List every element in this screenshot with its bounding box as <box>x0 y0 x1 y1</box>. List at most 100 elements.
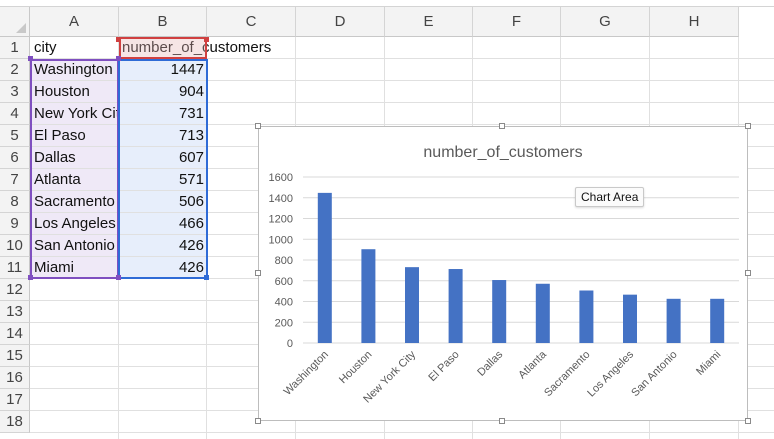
y-tick-label: 1600 <box>269 172 293 184</box>
bar-chart: number_of_customers 0 200 400 600 800 1000 1200… <box>269 144 739 406</box>
chart-resize-handle[interactable] <box>499 123 505 129</box>
bar <box>405 267 419 343</box>
row-header-4[interactable]: 4 <box>0 103 30 125</box>
chart-resize-handle[interactable] <box>255 270 261 276</box>
row-header-9[interactable]: 9 <box>0 213 30 235</box>
select-all-corner[interactable] <box>0 7 30 37</box>
column-header-d[interactable]: D <box>296 7 385 37</box>
range-border-b <box>118 59 208 279</box>
cell-b5[interactable]: 713 <box>178 127 204 144</box>
cell-a9[interactable]: Los Angeles <box>34 215 116 232</box>
x-tick-label: Dallas <box>475 348 505 378</box>
y-tick-label: 1200 <box>269 214 293 226</box>
chart-area[interactable]: number_of_customers 0 200 400 600 800 1000 1200… <box>258 126 748 421</box>
y-tick-label: 200 <box>275 317 293 329</box>
cell-b11[interactable]: 426 <box>178 259 204 276</box>
cell-b4[interactable]: 731 <box>178 105 204 122</box>
range-corner-handle[interactable] <box>28 56 33 61</box>
chart-resize-handle[interactable] <box>255 418 261 424</box>
row-header-1[interactable]: 1 <box>0 37 30 59</box>
x-tick-label: Los Angeles <box>585 348 636 399</box>
y-tick-label: 800 <box>275 255 293 267</box>
cell-a7[interactable]: Atlanta <box>34 171 81 188</box>
row-header-12[interactable]: 12 <box>0 279 30 301</box>
column-header-g[interactable]: G <box>561 7 650 37</box>
row-header-14[interactable]: 14 <box>0 323 30 345</box>
column-header-a[interactable]: A <box>30 7 119 37</box>
x-tick-label: El Paso <box>426 349 461 384</box>
row-header-16[interactable]: 16 <box>0 367 30 389</box>
cell-a2[interactable]: Washington <box>34 61 113 78</box>
bar <box>361 249 376 343</box>
selection-range-a <box>31 59 119 279</box>
grid-hline <box>30 432 774 433</box>
row-header-6[interactable]: 6 <box>0 147 30 169</box>
formula-bar-edge <box>0 0 774 7</box>
range-corner-handle[interactable] <box>204 275 209 280</box>
chart-area-tooltip: Chart Area <box>575 187 645 207</box>
range-corner-handle[interactable] <box>116 275 121 280</box>
range-border-a <box>30 59 119 279</box>
x-tick-label: Miami <box>694 349 723 378</box>
row-header-8[interactable]: 8 <box>0 191 30 213</box>
row-header-10[interactable]: 10 <box>0 235 30 257</box>
bar <box>492 280 507 343</box>
x-tick-label: Houston <box>337 349 374 386</box>
cell-a1[interactable]: city <box>34 39 57 56</box>
cell-a4[interactable]: New York City <box>34 105 119 122</box>
grid-hline <box>30 102 774 103</box>
cell-a10[interactable]: San Antonio <box>34 237 115 254</box>
cell-b7[interactable]: 571 <box>178 171 204 188</box>
row-header-7[interactable]: 7 <box>0 169 30 191</box>
chart-resize-handle[interactable] <box>745 123 751 129</box>
range-corner-handle[interactable] <box>28 275 33 280</box>
chart-resize-handle[interactable] <box>745 418 751 424</box>
row-header-17[interactable]: 17 <box>0 389 30 411</box>
bar <box>666 298 681 343</box>
range-corner-handle[interactable] <box>116 37 121 42</box>
row-header-11[interactable]: 11 <box>0 257 30 279</box>
cell-b3[interactable]: 904 <box>178 83 204 100</box>
bar <box>448 269 463 343</box>
cell-b1[interactable]: number_of_customers <box>122 39 272 56</box>
cell-b10[interactable]: 426 <box>178 237 204 254</box>
cell-a5[interactable]: El Paso <box>34 127 86 144</box>
x-tick-label: San Antonio <box>629 349 679 399</box>
bar <box>579 290 594 343</box>
bar <box>710 298 725 343</box>
selection-range-b <box>119 59 207 279</box>
bar <box>317 192 332 343</box>
spreadsheet-grid: A B C D E F G H 1 2 3 4 5 6 7 8 9 10 11 12 13 14 15 16 17 18 city n… <box>0 7 774 439</box>
column-header-f[interactable]: F <box>473 7 561 37</box>
y-tick-label: 400 <box>275 297 293 309</box>
chart-resize-handle[interactable] <box>499 418 505 424</box>
range-corner-handle[interactable] <box>116 56 121 61</box>
column-header-c[interactable]: C <box>207 7 296 37</box>
grid-hline <box>30 80 774 81</box>
range-highlight-b1 <box>119 37 207 59</box>
row-header-18[interactable]: 18 <box>0 411 30 433</box>
bar <box>623 294 637 343</box>
chart-title: number_of_customers <box>423 144 582 161</box>
range-corner-handle[interactable] <box>204 37 209 42</box>
row-header-2[interactable]: 2 <box>0 59 30 81</box>
cell-b9[interactable]: 466 <box>178 215 204 232</box>
cell-a8[interactable]: Sacramento <box>34 193 115 210</box>
row-header-13[interactable]: 13 <box>0 301 30 323</box>
cell-b6[interactable]: 607 <box>178 149 204 166</box>
bar <box>535 283 550 343</box>
column-header-e[interactable]: E <box>385 7 473 37</box>
chart-resize-handle[interactable] <box>255 123 261 129</box>
cell-b8[interactable]: 506 <box>178 193 204 210</box>
row-header-3[interactable]: 3 <box>0 81 30 103</box>
row-header-5[interactable]: 5 <box>0 125 30 147</box>
y-tick-label: 1400 <box>269 193 293 205</box>
column-header-h[interactable]: H <box>650 7 739 37</box>
cell-a11[interactable]: Miami <box>34 259 74 276</box>
chart-resize-handle[interactable] <box>745 270 751 276</box>
cell-a6[interactable]: Dallas <box>34 149 76 166</box>
row-header-15[interactable]: 15 <box>0 345 30 367</box>
cell-a3[interactable]: Houston <box>34 83 90 100</box>
cell-b2[interactable]: 1447 <box>170 61 204 78</box>
column-header-b[interactable]: B <box>119 7 207 37</box>
